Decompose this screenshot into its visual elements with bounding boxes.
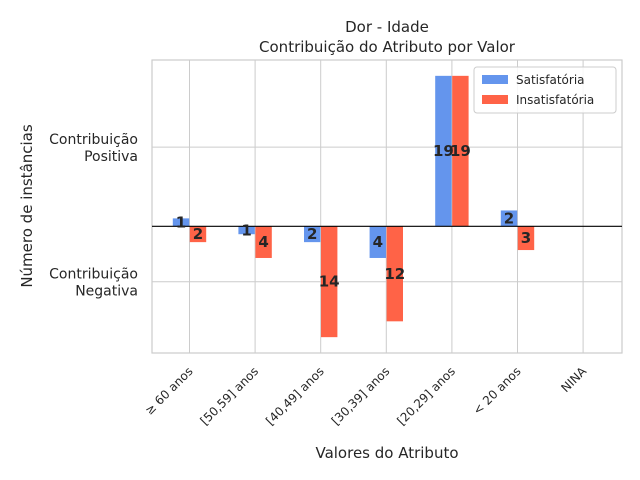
bars — [152, 75, 622, 338]
data-label: 14 — [319, 273, 340, 291]
bar-satisfatoria — [304, 226, 321, 243]
x-tick-label: [30,39] anos — [329, 364, 393, 428]
legend-box — [473, 66, 617, 114]
data-label: 2 — [504, 209, 514, 227]
data-label: 4 — [258, 233, 268, 251]
bar-satisfatoria — [435, 75, 452, 227]
legend-swatch — [482, 75, 508, 84]
bar-satisfatoria — [369, 226, 386, 258]
data-label: 1 — [241, 221, 251, 239]
data-label: 2 — [307, 225, 317, 243]
legend-label: Satisfatória — [516, 73, 585, 87]
chart-subtitle: Contribuição do Atributo por Valor — [259, 38, 516, 56]
x-tick-label: ≥ 60 anos — [142, 364, 195, 417]
bar-insatisfatoria — [255, 226, 272, 258]
legend-label: Insatisfatória — [516, 93, 594, 107]
bar-satisfatoria — [500, 210, 518, 227]
legend: Satisfatória Insatisfatória — [473, 66, 617, 114]
data-label: 12 — [384, 265, 405, 283]
x-axis-label: Valores do Atributo — [315, 444, 458, 462]
x-tick-label: NINA — [558, 364, 589, 395]
legend-swatch — [482, 95, 508, 104]
bar-insatisfatoria — [321, 226, 338, 338]
bar-insatisfatoria — [452, 75, 469, 227]
data-label: 19 — [450, 142, 471, 160]
data-label: 3 — [521, 229, 531, 247]
bar-insatisfatoria — [189, 226, 207, 243]
y-tick-label: Contribuição Positiva — [49, 132, 138, 165]
chart-title: Dor - Idade — [345, 18, 429, 36]
plot-frame — [151, 59, 623, 354]
data-label: 19 — [433, 142, 454, 160]
x-tick-label: < 20 anos — [470, 364, 523, 417]
data-label: 2 — [193, 225, 203, 243]
bar-insatisfatoria — [386, 226, 403, 322]
x-tick-label: [40,49] anos — [263, 364, 327, 428]
bar-insatisfatoria — [517, 226, 535, 251]
data-label: 1 — [176, 213, 186, 231]
y-tick-label: Contribuição Negativa — [49, 267, 138, 300]
x-tick-label: [20,29] anos — [394, 364, 458, 428]
bar-satisfatoria — [172, 218, 190, 227]
y-axis-label: Número de instâncias — [18, 124, 36, 288]
data-label: 4 — [373, 233, 383, 251]
x-tick-label: [50,59] anos — [198, 364, 262, 428]
bar-satisfatoria — [238, 226, 255, 235]
